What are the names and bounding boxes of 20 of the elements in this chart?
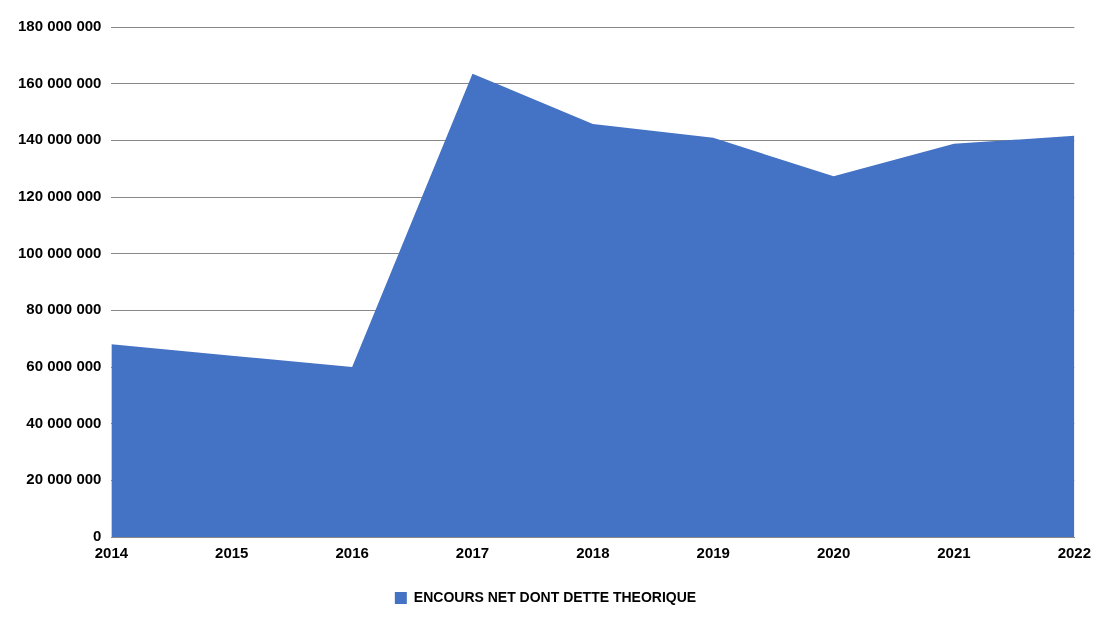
x-tick-label: 2019 — [696, 544, 730, 562]
y-tick-label: 100 000 000 — [17, 243, 102, 261]
y-tick-label: 160 000 000 — [17, 73, 102, 91]
x-tick-label: 2017 — [455, 544, 490, 562]
y-tick-label: 140 000 000 — [17, 130, 102, 148]
y-tick-label: 120 000 000 — [17, 187, 102, 205]
y-tick-label: 60 000 000 — [26, 357, 102, 375]
y-tick-label: 40 000 000 — [26, 413, 102, 431]
x-tick-label: 2022 — [1057, 544, 1091, 562]
legend-label: ENCOURS NET DONT DETTE THEORIQUE — [413, 588, 697, 605]
x-tick-label: 2015 — [215, 544, 249, 562]
y-tick-label: 80 000 000 — [26, 300, 102, 318]
x-tick-label: 2014 — [94, 544, 129, 562]
x-tick-label: 2016 — [335, 544, 369, 562]
x-tick-label: 2021 — [937, 544, 971, 562]
x-tick-label: 2018 — [576, 544, 610, 562]
y-tick-label: 0 — [93, 527, 102, 545]
y-tick-label: 20 000 000 — [26, 470, 102, 488]
y-tick-label: 180 000 000 — [17, 17, 102, 35]
x-tick-label: 2020 — [816, 544, 851, 562]
